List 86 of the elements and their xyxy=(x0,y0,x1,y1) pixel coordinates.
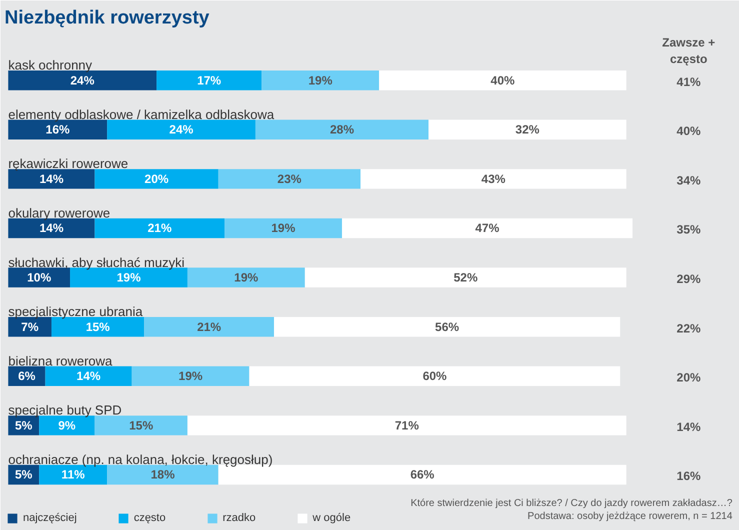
data-label: 14% xyxy=(39,172,64,186)
bar xyxy=(262,70,380,90)
bar xyxy=(45,366,132,386)
data-label: 5% xyxy=(14,418,33,432)
bar xyxy=(107,120,256,140)
data-label: 9% xyxy=(58,418,76,432)
bar xyxy=(255,120,429,140)
data-label: 40% xyxy=(490,73,516,88)
y-tick-label: słuchawki, aby słuchać muzyki xyxy=(8,254,185,270)
data-label: 32% xyxy=(515,122,540,137)
data-label: 52% xyxy=(454,270,478,285)
data-label: 15% xyxy=(129,418,154,432)
y-tick-label: specjalistyczne ubrania xyxy=(8,304,144,320)
bar xyxy=(94,416,188,436)
bar xyxy=(224,218,342,238)
data-label: 21% xyxy=(197,320,222,334)
data-label: 7% xyxy=(21,320,39,334)
bar xyxy=(379,70,626,90)
y-tick-label: bielizna rowerowa xyxy=(8,353,114,368)
data-label: 19% xyxy=(116,270,142,285)
data-label: 19% xyxy=(178,369,203,384)
bar xyxy=(187,268,305,288)
text: 22% xyxy=(676,321,702,336)
data-label: 14% xyxy=(76,369,101,384)
text: Podstawa: osoby jeżdżące rowerem, n = 1214 xyxy=(528,511,733,522)
data-label: 56% xyxy=(435,320,460,334)
text: 14% xyxy=(676,420,702,434)
data-label: 19% xyxy=(271,221,296,236)
data-label: 11% xyxy=(61,468,86,482)
text: 34% xyxy=(676,173,702,188)
data-label: 24% xyxy=(169,122,194,137)
bar xyxy=(187,416,626,436)
text: 16% xyxy=(676,469,702,484)
bar xyxy=(8,268,70,288)
data-label: 16% xyxy=(46,122,70,137)
y-tick-label: specjalne buty SPD xyxy=(8,402,122,418)
bar xyxy=(428,120,626,140)
data-label: 24% xyxy=(70,73,95,88)
legend-label: najczęściej xyxy=(23,512,77,524)
data-label: 23% xyxy=(277,172,302,186)
text: 29% xyxy=(676,272,702,286)
bar xyxy=(274,316,620,337)
y-tick-label: ochraniacze (np. na kolana, łokcie, kręgosłup) xyxy=(8,452,273,467)
bar xyxy=(342,218,632,238)
data-label: 15% xyxy=(86,320,110,334)
legend-label: w ogóle xyxy=(312,512,351,524)
data-label: 28% xyxy=(330,122,354,137)
data-label: 19% xyxy=(234,270,259,285)
bar xyxy=(39,416,95,436)
text: Które stwierdzenie jest Ci bliższe? / Czy do jazdy rowerem zakładasz…? xyxy=(410,498,733,509)
text: 20% xyxy=(676,370,702,385)
bar xyxy=(218,169,361,189)
data-label: 47% xyxy=(475,221,500,236)
text: Zawsze + często xyxy=(662,35,716,66)
data-label: 20% xyxy=(144,172,169,186)
data-label: 5% xyxy=(14,468,33,482)
bar xyxy=(94,169,218,189)
text: 40% xyxy=(676,124,702,138)
data-label: 17% xyxy=(197,73,222,88)
y-tick-label: okulary rowerowe xyxy=(8,205,110,220)
legend-label: często xyxy=(134,512,166,524)
data-label: 19% xyxy=(308,73,333,88)
bar xyxy=(132,366,250,386)
text: 41% xyxy=(676,74,702,89)
bar xyxy=(144,316,274,337)
bar xyxy=(249,366,620,386)
y-tick-label: elementy odblaskowe / kamizelka odblaskowa xyxy=(8,106,275,122)
data-label: 66% xyxy=(410,468,435,482)
legend-label: rzadko xyxy=(222,512,256,524)
data-label: 21% xyxy=(148,221,172,236)
bar xyxy=(94,218,225,238)
y-tick-label: kask ochronny xyxy=(8,58,93,73)
data-label: 6% xyxy=(18,369,36,384)
data-label: 60% xyxy=(422,369,448,384)
data-label: 14% xyxy=(39,221,64,236)
data-label: 43% xyxy=(481,172,506,186)
bar xyxy=(156,70,262,90)
text: 35% xyxy=(676,222,702,237)
y-tick-label: rękawiczki rowerowe xyxy=(8,156,128,172)
chart-title: Niezbędnik rowerzysty xyxy=(4,8,210,28)
data-label: 71% xyxy=(394,418,420,432)
bar xyxy=(8,169,95,189)
data-label: 18% xyxy=(150,468,176,482)
data-label: 10% xyxy=(27,270,52,285)
bar xyxy=(360,169,626,189)
bar xyxy=(304,268,626,288)
